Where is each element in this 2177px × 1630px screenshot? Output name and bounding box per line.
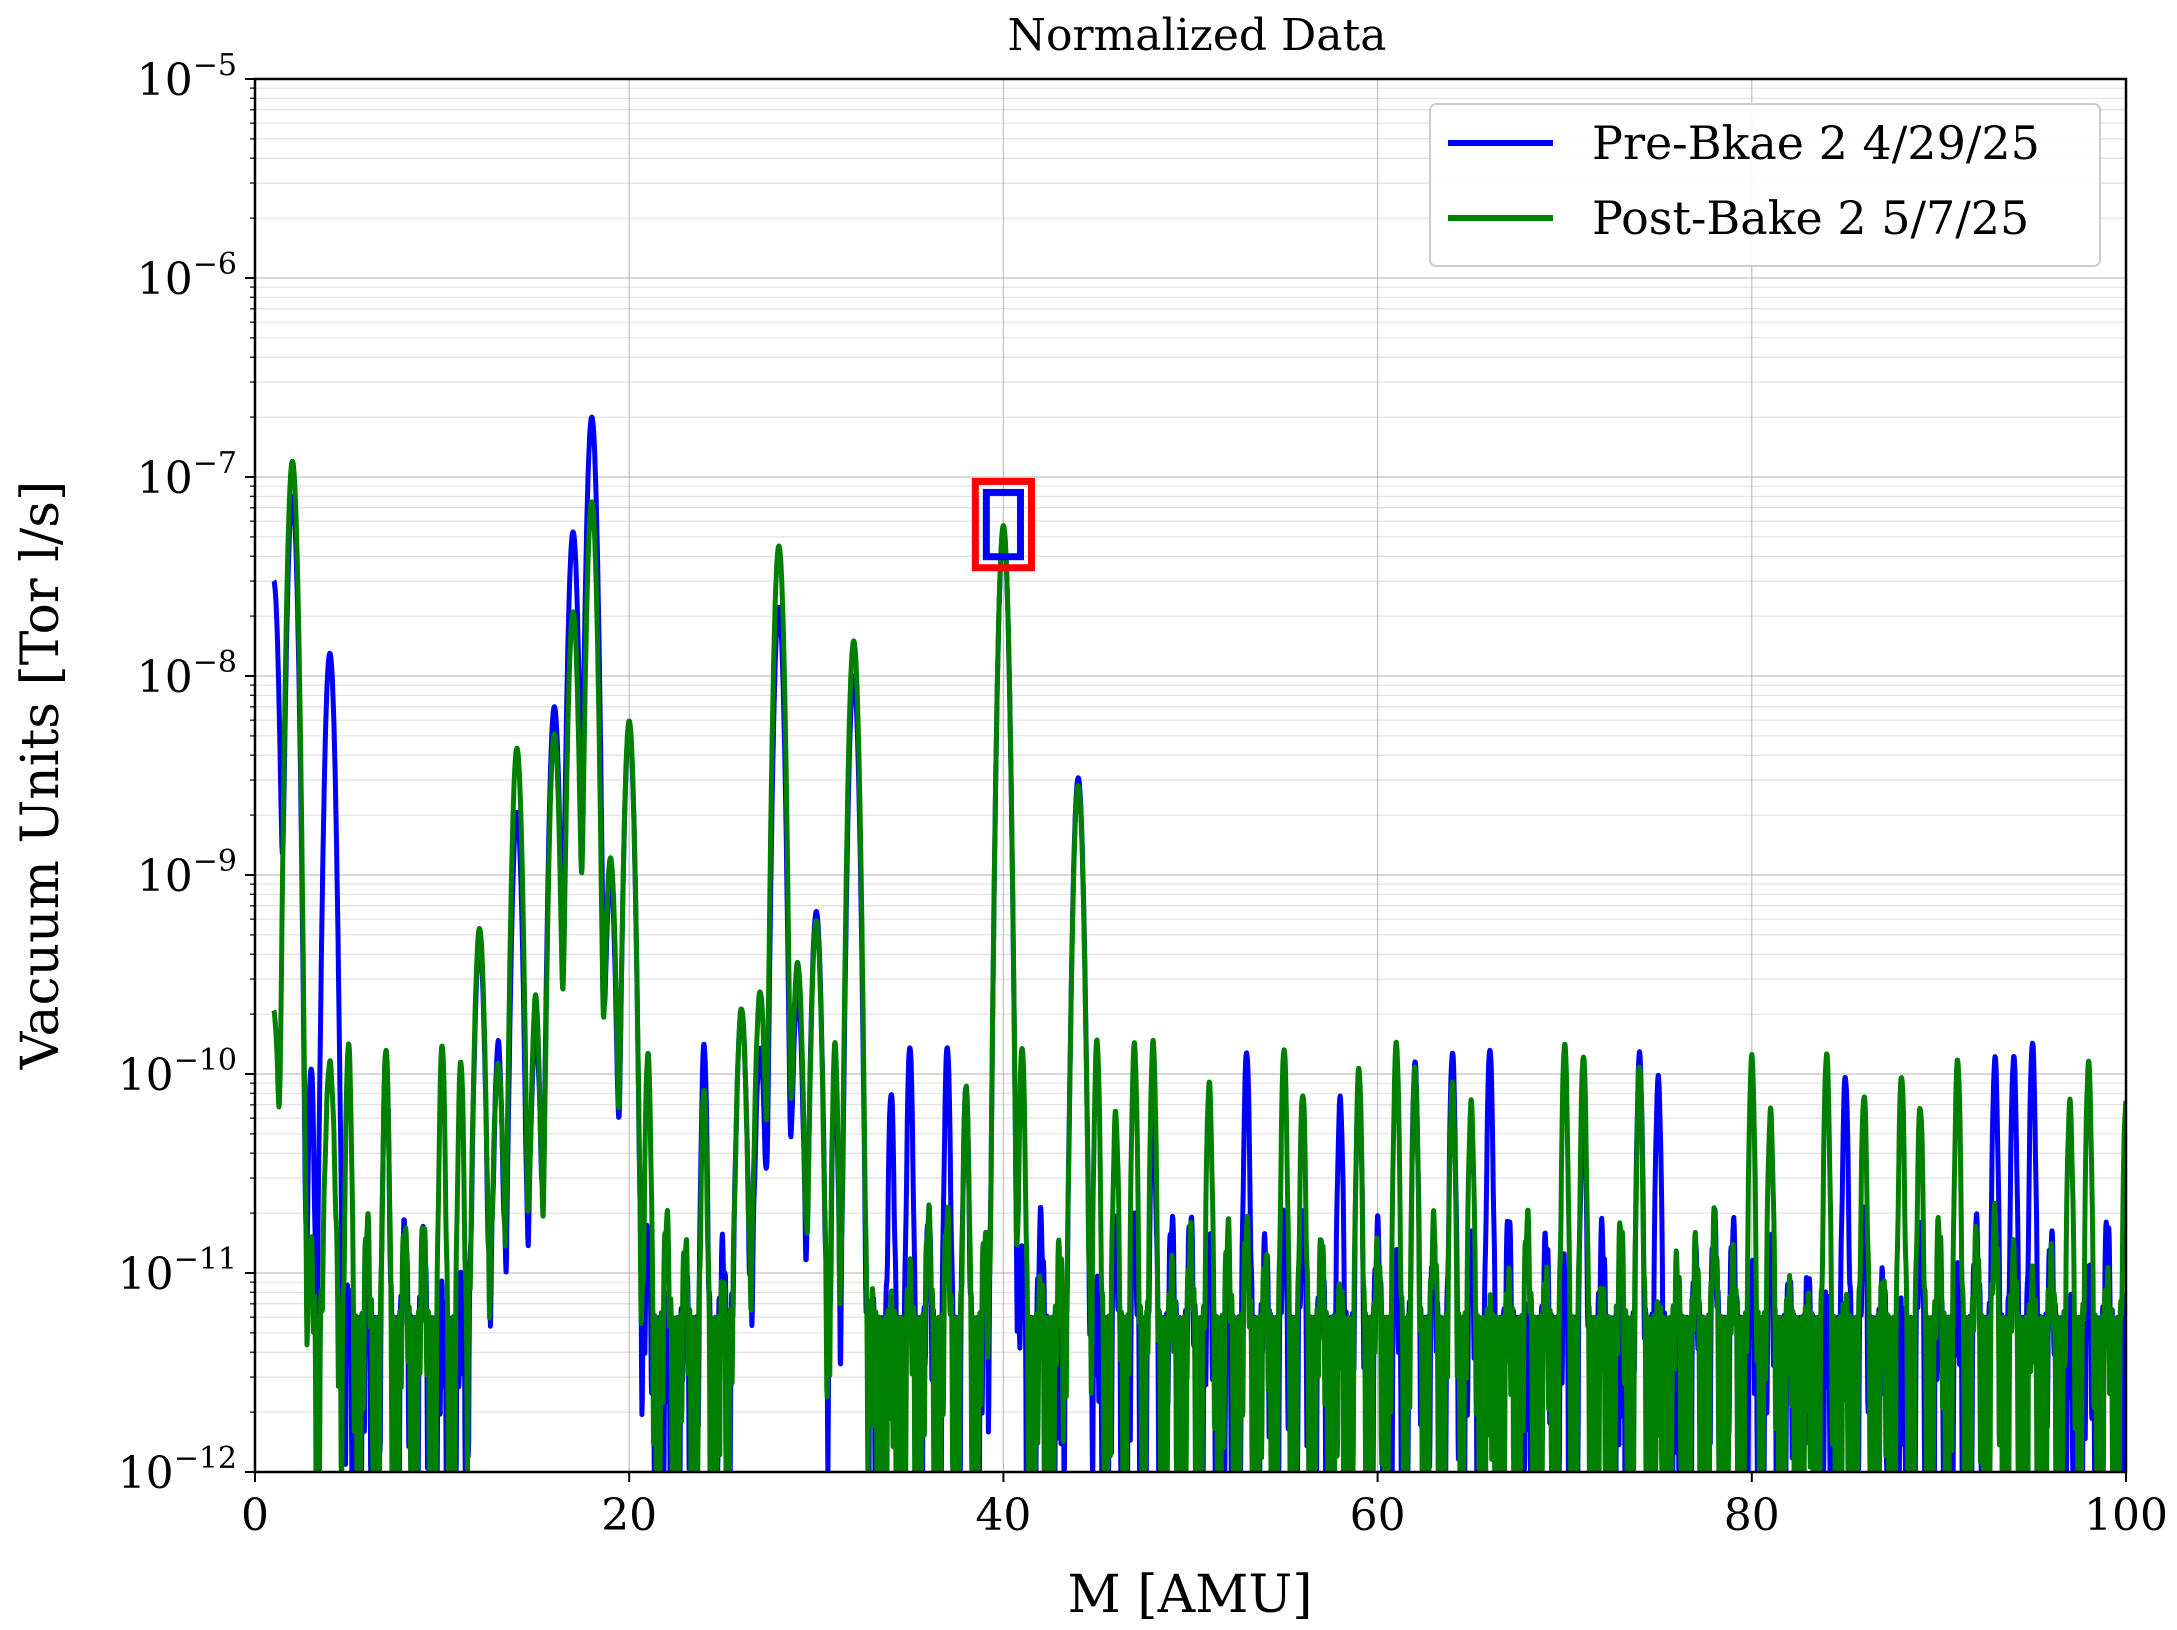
highlight-box-outer — [971, 477, 1035, 572]
y-tick-label: 10−9 — [137, 844, 237, 902]
annotation-layer — [971, 477, 1035, 572]
legend-box — [1429, 103, 2101, 267]
y-tick-label: 10−12 — [118, 1441, 237, 1499]
highlight-box-inner — [982, 488, 1024, 561]
y-axis-ticks: 10−12 10−11 10−10 10−9 10−8 10−7 10−6 10−5 — [118, 48, 255, 1499]
series-line-1 — [271, 458, 2126, 1472]
x-tick-label: 40 — [975, 1490, 1031, 1541]
y-tick-label: 10−5 — [137, 48, 237, 106]
x-tick-label: 100 — [2084, 1490, 2168, 1541]
y-tick-label: 10−11 — [118, 1242, 237, 1300]
x-tick-label: 20 — [601, 1490, 657, 1541]
legend-label-post-bake: Post-Bake 2 5/7/25 — [1592, 191, 2029, 245]
x-tick-label: 60 — [1350, 1490, 1406, 1541]
x-tick-label: 80 — [1724, 1490, 1780, 1541]
y-tick-label: 10−8 — [137, 645, 237, 703]
series-layer — [271, 414, 2126, 1472]
x-tick-label: 0 — [241, 1490, 269, 1541]
x-axis-ticks: 0 20 40 60 80 100 — [241, 1472, 2168, 1541]
legend: Pre-Bkae 2 4/29/25 Post-Bake 2 5/7/25 — [1429, 103, 2101, 267]
x-axis-title: M [AMU] — [1068, 1565, 1313, 1625]
y-tick-label: 10−10 — [118, 1043, 237, 1101]
plot-area — [253, 77, 2128, 1474]
y-axis-title: Vacuum Units [Tor l/s] — [11, 481, 71, 1071]
chart-title: Normalized Data — [1008, 10, 1387, 61]
legend-label-pre-bake: Pre-Bkae 2 4/29/25 — [1592, 116, 2040, 170]
y-tick-label: 10−6 — [137, 247, 237, 305]
plot-frame — [253, 77, 2128, 1474]
y-tick-label: 10−7 — [137, 446, 237, 504]
